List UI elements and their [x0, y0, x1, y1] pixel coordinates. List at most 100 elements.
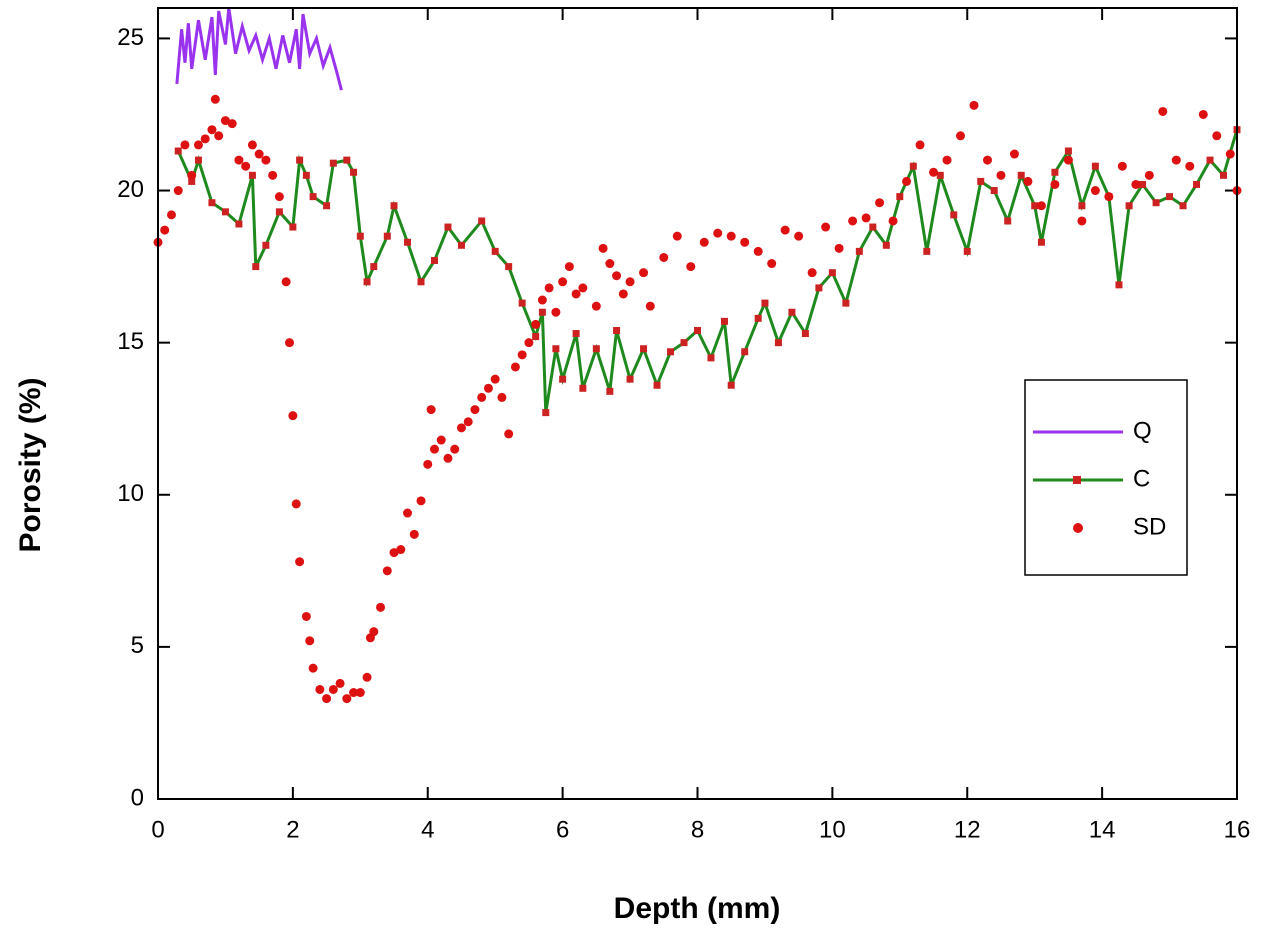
marker [174, 147, 182, 155]
point [274, 192, 284, 202]
point [193, 140, 203, 150]
marker [815, 284, 823, 292]
marker [262, 241, 270, 249]
point [1185, 161, 1195, 171]
legend-label: Q [1133, 417, 1152, 444]
point [956, 131, 966, 141]
point [524, 338, 534, 348]
point [740, 237, 750, 247]
point [362, 672, 372, 682]
point [291, 499, 301, 509]
point [571, 289, 581, 299]
marker [1152, 199, 1160, 207]
point [463, 417, 473, 427]
point [483, 383, 493, 393]
point [612, 271, 622, 281]
point [639, 268, 649, 278]
marker [309, 193, 317, 201]
marker [613, 326, 621, 334]
point [726, 231, 736, 241]
point [301, 611, 311, 621]
point [1036, 201, 1046, 211]
x-axis-label: Depth (mm) [614, 892, 781, 925]
point [315, 684, 325, 694]
point [409, 529, 419, 539]
marker [727, 381, 735, 389]
point [969, 100, 979, 110]
marker [289, 223, 297, 231]
marker [1091, 162, 1099, 170]
marker [457, 241, 465, 249]
point [241, 161, 251, 171]
point [403, 508, 413, 518]
marker [323, 202, 331, 210]
point [308, 663, 318, 673]
point [1198, 109, 1208, 119]
point [268, 170, 278, 180]
marker [491, 247, 499, 255]
marker [356, 232, 364, 240]
y-tick-label: 25 [117, 24, 144, 51]
marker [680, 339, 688, 347]
point [396, 545, 406, 555]
point [423, 459, 433, 469]
point [369, 627, 379, 637]
marker [1139, 180, 1147, 188]
marker [1220, 171, 1228, 179]
marker [828, 269, 836, 277]
marker [542, 409, 550, 417]
point [1117, 161, 1127, 171]
marker [194, 156, 202, 164]
point [564, 262, 574, 272]
point [261, 155, 271, 165]
point [436, 435, 446, 445]
point [517, 350, 527, 360]
point [551, 307, 561, 317]
point [1104, 192, 1114, 202]
point [281, 277, 291, 287]
plot-frame [157, 7, 1238, 800]
point [322, 694, 332, 704]
point [187, 170, 197, 180]
marker [296, 156, 304, 164]
marker [626, 375, 634, 383]
point [214, 131, 224, 141]
marker [208, 199, 216, 207]
point [558, 277, 568, 287]
point [497, 392, 507, 402]
point [234, 155, 244, 165]
point [531, 319, 541, 329]
point [227, 119, 237, 129]
x-tick-label: 4 [421, 816, 434, 843]
marker [855, 247, 863, 255]
point [247, 140, 257, 150]
marker [302, 171, 310, 179]
point [753, 246, 763, 256]
point [834, 243, 844, 253]
marker [842, 299, 850, 307]
marker [1115, 281, 1123, 289]
x-tick-label: 8 [691, 816, 704, 843]
point [382, 566, 392, 576]
marker [478, 217, 486, 225]
point [1158, 106, 1168, 116]
point [470, 405, 480, 415]
point [1050, 179, 1060, 189]
x-tick-label: 0 [151, 816, 164, 843]
marker [1064, 147, 1072, 155]
marker [896, 193, 904, 201]
point [1077, 216, 1087, 226]
marker [1125, 202, 1133, 210]
point [288, 411, 298, 421]
marker [606, 387, 614, 395]
point [477, 392, 487, 402]
marker [235, 220, 243, 228]
x-tick-label: 14 [1089, 816, 1116, 843]
point [794, 231, 804, 241]
marker [363, 278, 371, 286]
marker [869, 223, 877, 231]
marker [518, 299, 526, 307]
point [767, 259, 777, 269]
marker [936, 171, 944, 179]
